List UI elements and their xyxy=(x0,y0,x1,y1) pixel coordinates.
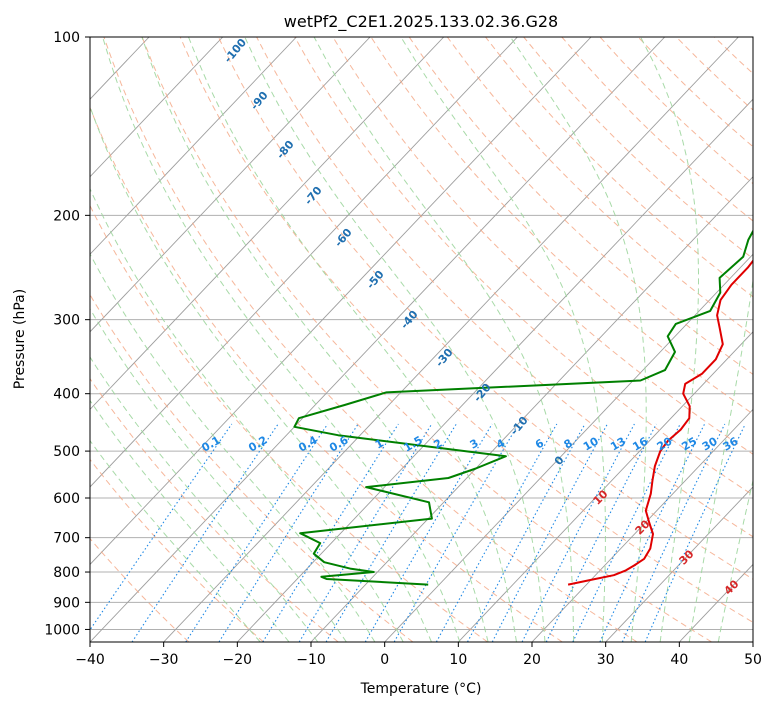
y-tick-label: 600 xyxy=(53,491,80,507)
x-tick-label: 0 xyxy=(380,652,389,668)
chart-title: wetPf2_C2E1.2025.133.02.36.G28 xyxy=(284,12,558,32)
x-tick-label: −30 xyxy=(149,652,179,668)
x-tick-label: 20 xyxy=(523,652,541,668)
y-tick-label: 400 xyxy=(53,387,80,403)
y-tick-label: 700 xyxy=(53,531,80,547)
x-tick-label: −10 xyxy=(296,652,326,668)
x-tick-label: −20 xyxy=(223,652,253,668)
y-tick-label: 900 xyxy=(53,595,80,611)
y-tick-label: 500 xyxy=(53,444,80,460)
y-tick-label: 800 xyxy=(53,565,80,581)
x-tick-label: 30 xyxy=(597,652,615,668)
x-axis-label: Temperature (°C) xyxy=(360,681,482,697)
y-axis-label: Pressure (hPa) xyxy=(12,289,28,389)
y-tick-label: 100 xyxy=(53,30,80,46)
y-tick-label: 1000 xyxy=(44,622,80,638)
y-tick-label: 300 xyxy=(53,313,80,329)
x-tick-label: 10 xyxy=(449,652,467,668)
y-tick-label: 200 xyxy=(53,208,80,224)
x-tick-label: −40 xyxy=(75,652,105,668)
x-tick-label: 40 xyxy=(670,652,688,668)
x-tick-label: 50 xyxy=(744,652,762,668)
